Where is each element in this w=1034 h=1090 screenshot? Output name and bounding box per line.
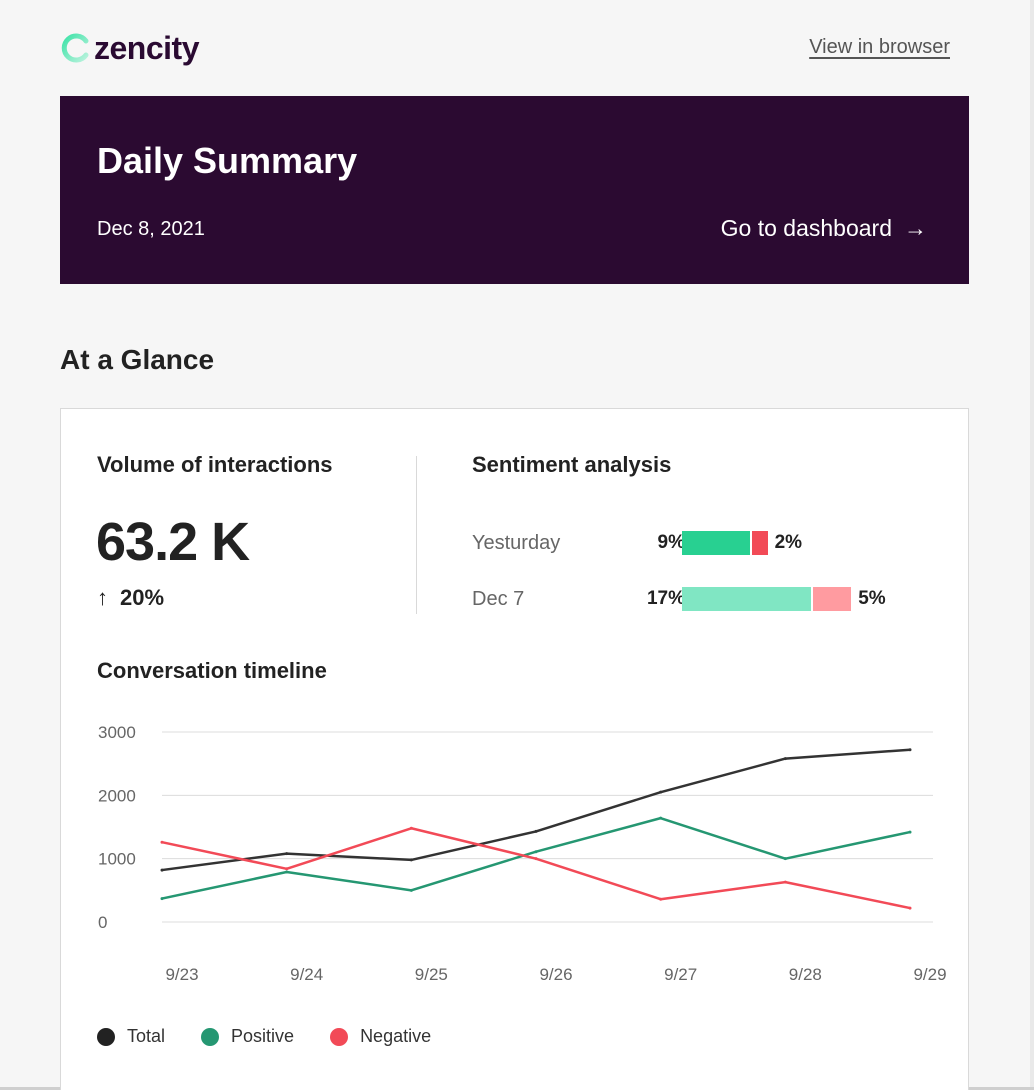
card-divider: [416, 456, 417, 614]
legend-label: Total: [127, 1026, 166, 1046]
x-tick-label: 9/24: [290, 965, 323, 984]
data-point: [908, 830, 912, 834]
go-to-dashboard-link[interactable]: Go to dashboard →: [721, 215, 927, 242]
volume-value: 63.2 K: [96, 512, 250, 572]
data-point: [908, 906, 912, 910]
volume-change: ↑ 20%: [97, 585, 164, 611]
view-in-browser-link[interactable]: View in browser: [809, 36, 950, 58]
data-point: [409, 858, 413, 862]
sentiment-row-label: Yesturday: [472, 532, 561, 554]
brand-logo[interactable]: zencity: [60, 28, 199, 68]
volume-title: Volume of interactions: [97, 452, 333, 477]
y-tick-label: 3000: [98, 723, 136, 742]
legend-label: Positive: [231, 1026, 295, 1046]
email-header: zencity View in browser: [60, 28, 950, 68]
data-point: [285, 867, 289, 871]
data-point: [285, 852, 289, 856]
sentiment-negative-value: 2%: [774, 532, 803, 553]
zencity-logo-icon: [61, 33, 89, 63]
legend-dot: [97, 1027, 115, 1046]
window-frame-right: [1030, 0, 1034, 1090]
legend-dot: [201, 1027, 220, 1046]
arrow-up-icon: ↑: [97, 585, 108, 610]
data-point: [160, 840, 164, 844]
sentiment-row-label: Dec 7: [472, 588, 525, 610]
data-point: [409, 888, 413, 892]
sentiment-negative-bar: [813, 587, 852, 611]
y-tick-label: 0: [98, 913, 107, 932]
y-tick-label: 2000: [98, 786, 136, 805]
volume-change-value: 20%: [120, 585, 165, 610]
data-point: [160, 868, 164, 872]
x-tick-label: 9/26: [539, 965, 572, 984]
data-point: [659, 790, 663, 794]
data-point: [534, 850, 538, 854]
x-tick-label: 9/23: [165, 965, 198, 984]
sentiment-positive-bar: [682, 531, 751, 555]
x-tick-label: 9/25: [415, 965, 448, 984]
legend-item-total: Total: [97, 1026, 165, 1047]
sentiment-positive-value: 9%: [657, 532, 685, 553]
x-tick-label: 9/27: [664, 965, 697, 984]
y-tick-label: 1000: [98, 850, 136, 869]
data-point: [534, 857, 538, 861]
legend-item-negative: Negative: [330, 1026, 431, 1047]
sentiment-positive-value: 17%: [646, 588, 685, 609]
legend-dot: [330, 1027, 349, 1046]
summary-date: Dec 8, 2021: [97, 218, 205, 240]
page-title: Daily Summary: [97, 140, 358, 181]
sentiment-title: Sentiment analysis: [472, 452, 672, 477]
data-point: [908, 748, 912, 752]
chart-legend: Total Positive Negative: [97, 1026, 431, 1047]
brand-name: zencity: [94, 29, 199, 66]
sentiment-negative-value: 5%: [858, 588, 886, 609]
arrow-right-icon: →: [904, 215, 927, 241]
sentiment-positive-bar: [682, 587, 812, 611]
data-point: [534, 829, 538, 833]
x-tick-label: 9/28: [789, 965, 822, 984]
data-point: [783, 880, 787, 884]
data-point: [409, 826, 413, 830]
legend-item-positive: Positive: [201, 1026, 294, 1047]
dashboard-link-label: Go to dashboard: [720, 215, 892, 241]
data-point: [285, 870, 289, 874]
summary-banner: Daily Summary Dec 8, 2021 Go to dashboar…: [60, 96, 969, 284]
legend-label: Negative: [360, 1026, 432, 1046]
sentiment-negative-bar: [752, 531, 768, 555]
timeline-title: Conversation timeline: [97, 658, 327, 683]
data-point: [160, 897, 164, 901]
series-line-negative: [161, 827, 911, 910]
at-a-glance-heading: At a Glance: [60, 344, 215, 375]
x-tick-label: 9/29: [913, 965, 946, 984]
data-point: [783, 857, 787, 861]
sentiment-row-yesterday: Yesturday 9% 2%: [472, 530, 952, 556]
glance-card: Volume of interactions 63.2 K ↑ 20% Sent…: [60, 408, 969, 1090]
conversation-timeline-chart: 3000 2000 1000 0 9/23 9/24 9/25 9/26 9/27 9/28 9/2…: [98, 723, 947, 984]
data-point: [659, 897, 663, 901]
data-point: [783, 757, 787, 761]
sentiment-row-dec7: Dec 7 17% 5%: [472, 586, 952, 612]
data-point: [659, 816, 663, 820]
